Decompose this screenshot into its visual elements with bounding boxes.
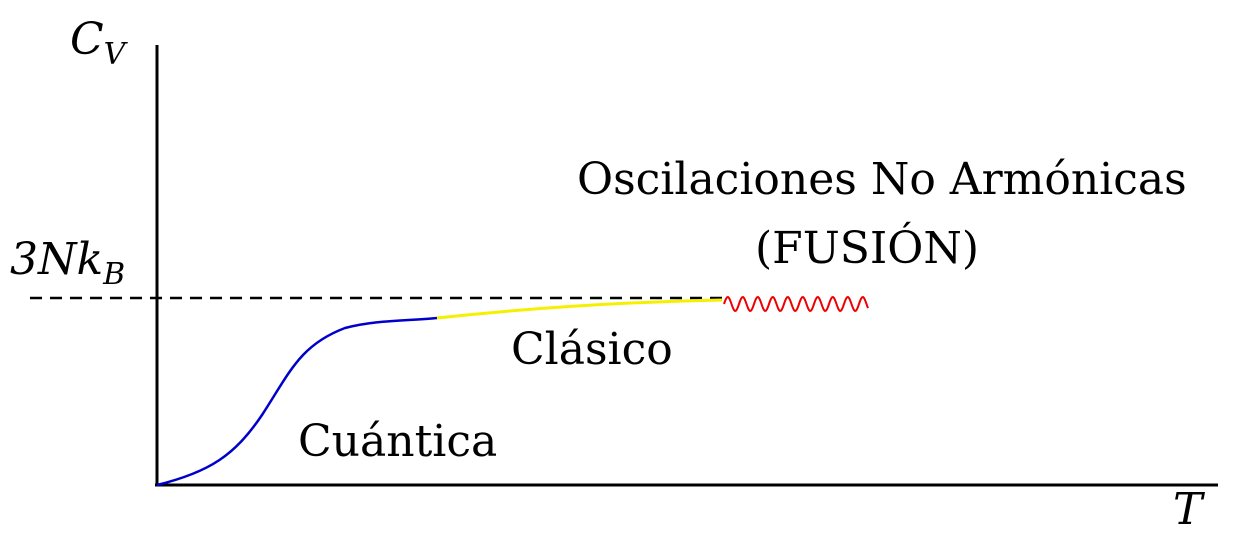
x-axis-label: T [1173, 484, 1203, 535]
quantum-curve [156, 316, 438, 487]
classical-region-label: Clásico [511, 324, 673, 375]
anharmonic-region-label: Oscilaciones No Armónicas [577, 154, 1187, 205]
quantum-region-label: Cuántica [298, 416, 498, 467]
melting-label: (FUSIÓN) [755, 223, 980, 274]
anharmonic-curve [723, 295, 869, 313]
classical-curve [436, 298, 723, 320]
reference-level-label: 3NkB [10, 234, 126, 292]
y-axis-label: CV [70, 14, 126, 72]
